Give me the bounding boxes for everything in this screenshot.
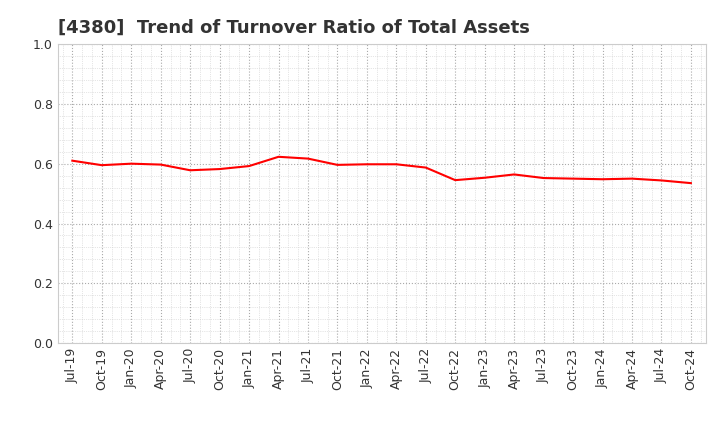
Text: [4380]  Trend of Turnover Ratio of Total Assets: [4380] Trend of Turnover Ratio of Total …	[58, 19, 529, 37]
